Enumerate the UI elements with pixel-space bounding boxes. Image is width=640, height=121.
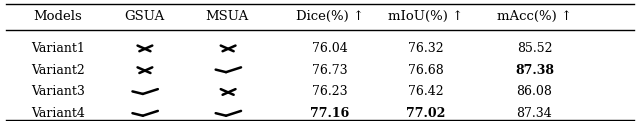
- Text: 76.23: 76.23: [312, 85, 348, 98]
- Text: 76.32: 76.32: [408, 42, 444, 55]
- Text: 76.68: 76.68: [408, 64, 444, 77]
- Text: mAcc(%) ↑: mAcc(%) ↑: [497, 10, 572, 23]
- Text: 77.16: 77.16: [310, 107, 349, 120]
- Text: MSUA: MSUA: [205, 10, 249, 23]
- Text: Variant2: Variant2: [31, 64, 84, 77]
- Text: Dice(%) ↑: Dice(%) ↑: [296, 10, 364, 23]
- Text: Variant4: Variant4: [31, 107, 84, 120]
- Text: GSUA: GSUA: [124, 10, 164, 23]
- Text: 86.08: 86.08: [516, 85, 552, 98]
- Text: mIoU(%) ↑: mIoU(%) ↑: [388, 10, 463, 23]
- Text: Variant1: Variant1: [31, 42, 84, 55]
- Text: 85.52: 85.52: [516, 42, 552, 55]
- Text: Models: Models: [33, 10, 82, 23]
- Text: 87.38: 87.38: [515, 64, 554, 77]
- Text: 76.42: 76.42: [408, 85, 444, 98]
- Text: 76.73: 76.73: [312, 64, 348, 77]
- Text: 77.02: 77.02: [406, 107, 445, 120]
- Text: Variant3: Variant3: [31, 85, 84, 98]
- Text: 87.34: 87.34: [516, 107, 552, 120]
- Text: 76.04: 76.04: [312, 42, 348, 55]
